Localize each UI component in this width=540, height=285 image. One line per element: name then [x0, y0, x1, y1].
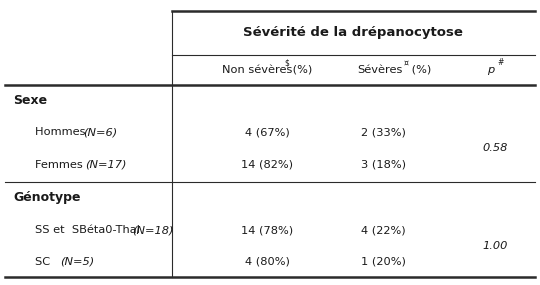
- Text: 4 (22%): 4 (22%): [361, 225, 406, 235]
- Text: 4 (80%): 4 (80%): [245, 257, 290, 267]
- Text: 1.00: 1.00: [482, 241, 508, 251]
- Text: 3 (18%): 3 (18%): [361, 160, 406, 170]
- Text: Génotype: Génotype: [14, 191, 81, 204]
- Text: Sévères: Sévères: [357, 65, 403, 75]
- Text: p: p: [487, 65, 494, 75]
- Text: ¤: ¤: [404, 58, 409, 67]
- Text: 0.58: 0.58: [482, 143, 508, 153]
- Text: 14 (82%): 14 (82%): [241, 160, 293, 170]
- Text: #: #: [497, 58, 504, 67]
- Text: 2 (33%): 2 (33%): [361, 127, 406, 137]
- Text: Non sévères: Non sévères: [222, 65, 293, 75]
- Text: 1 (20%): 1 (20%): [361, 257, 406, 267]
- Text: (N=17): (N=17): [85, 160, 126, 170]
- Text: (N=18): (N=18): [132, 225, 174, 235]
- Text: (N=5): (N=5): [60, 257, 94, 267]
- Text: $: $: [284, 58, 289, 67]
- Text: 14 (78%): 14 (78%): [241, 225, 293, 235]
- Text: (%): (%): [408, 65, 431, 75]
- Text: SC: SC: [35, 257, 57, 267]
- Text: (N=6): (N=6): [83, 127, 117, 137]
- Text: (%): (%): [288, 65, 312, 75]
- Text: 4 (67%): 4 (67%): [245, 127, 290, 137]
- Text: Femmes: Femmes: [35, 160, 90, 170]
- Text: Sévérité de la drépanocytose: Sévérité de la drépanocytose: [244, 27, 463, 39]
- Text: Sexe: Sexe: [14, 94, 48, 107]
- Text: SS et  SBéta0-Thal: SS et SBéta0-Thal: [35, 225, 150, 235]
- Text: Hommes: Hommes: [35, 127, 92, 137]
